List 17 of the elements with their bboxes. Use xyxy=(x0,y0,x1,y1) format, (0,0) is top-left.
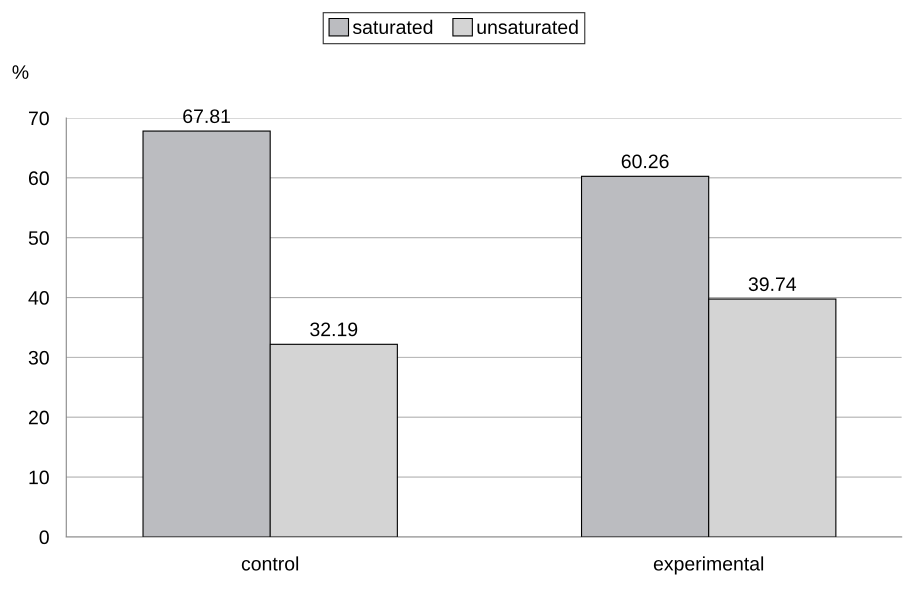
data-label: 39.74 xyxy=(748,277,796,292)
y-tick-label: 70 xyxy=(28,111,49,126)
y-tick-label: 60 xyxy=(28,171,49,186)
x-tick-label: experimental xyxy=(654,556,764,574)
x-tick-label: control xyxy=(242,556,298,571)
legend-label: unsaturated xyxy=(478,20,578,34)
y-tick-label: 30 xyxy=(28,350,49,365)
y-tick-label: 10 xyxy=(29,470,49,484)
y-tick-label: 20 xyxy=(28,410,49,424)
data-label: 60.26 xyxy=(622,154,669,168)
data-label: 32.19 xyxy=(310,322,358,336)
y-tick-label: 0 xyxy=(40,530,49,544)
y-axis-title: % xyxy=(12,65,28,79)
y-tick-label: 50 xyxy=(28,231,49,245)
y-tick-label: 40 xyxy=(28,290,49,305)
legend-label: saturated xyxy=(352,20,432,34)
data-label: 67.81 xyxy=(183,109,230,124)
